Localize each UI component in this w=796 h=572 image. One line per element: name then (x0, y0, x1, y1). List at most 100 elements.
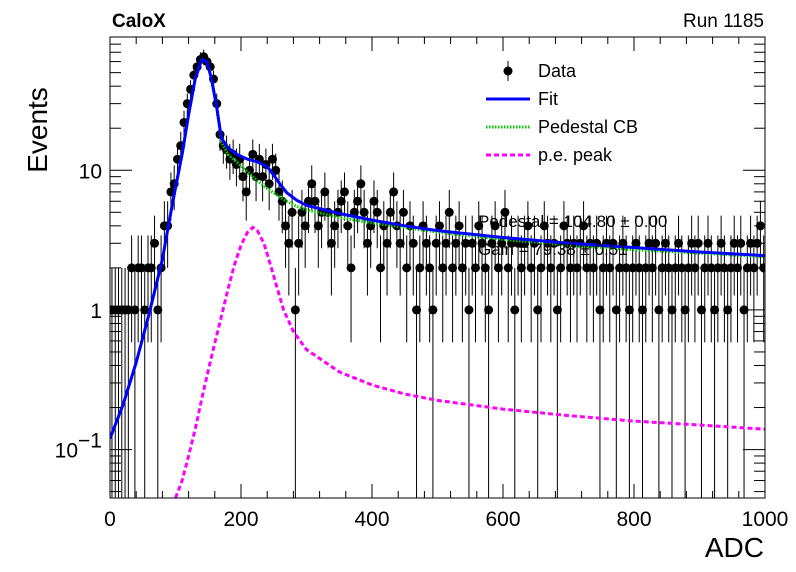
data-point (638, 305, 648, 315)
data-point (415, 263, 425, 273)
data-point (464, 305, 474, 315)
data-point (677, 263, 687, 273)
data-point (136, 263, 146, 273)
fit-text-line-1: Pedestal = 104.80 ± 0.00 (478, 212, 667, 231)
data-point (425, 263, 435, 273)
data-point (359, 207, 369, 217)
x-tick-label: 600 (485, 508, 520, 531)
y-tick-label: 1 (90, 300, 102, 323)
data-point (123, 305, 133, 315)
data-point (588, 263, 598, 273)
data-point (474, 221, 484, 231)
data-point (582, 263, 592, 273)
data-point (703, 238, 713, 248)
data-point (752, 238, 762, 248)
data-point (595, 305, 605, 315)
x-tick-label: 800 (616, 508, 651, 531)
data-point (647, 263, 657, 273)
data-point (516, 263, 526, 273)
data-point (713, 263, 723, 273)
data-point (487, 238, 497, 248)
data-point (500, 207, 510, 217)
data-point (736, 238, 746, 248)
curves (110, 57, 765, 498)
data-point (287, 207, 297, 217)
legend-entry-data: Data (503, 61, 577, 81)
data-point (140, 305, 150, 315)
data-point (313, 221, 323, 231)
data-point (674, 238, 684, 248)
data-point (605, 263, 615, 273)
data-point (402, 263, 412, 273)
data-point (493, 263, 503, 273)
data-point (680, 305, 690, 315)
data-point (497, 238, 507, 248)
data-point (353, 196, 363, 206)
data-point (451, 238, 461, 248)
data-point (297, 207, 307, 217)
data-point (634, 263, 644, 273)
data-point (641, 263, 651, 273)
data-point (330, 221, 340, 231)
data-point (657, 263, 667, 273)
data-point (687, 238, 697, 248)
data-point (408, 238, 418, 248)
data-point (579, 221, 589, 231)
data-point (398, 207, 408, 217)
data-point (660, 238, 670, 248)
data-point (621, 263, 631, 273)
data-point (300, 221, 310, 231)
data-point (523, 221, 533, 231)
data-point (565, 263, 575, 273)
data-point (130, 305, 140, 315)
data-point (294, 238, 304, 248)
data-point (290, 305, 300, 315)
legend-entry-fit: Fit (486, 89, 558, 109)
data-point (421, 238, 431, 248)
x-tick-label: 0 (104, 508, 116, 531)
data-point (526, 263, 536, 273)
data-point (559, 221, 569, 231)
data-point (284, 238, 294, 248)
data-point (690, 263, 700, 273)
plot-frame (109, 36, 766, 499)
data-point (628, 263, 638, 273)
data-point (326, 238, 336, 248)
data-point (490, 221, 500, 231)
data-point (454, 221, 464, 231)
data-point (732, 263, 742, 273)
data-point (372, 207, 382, 217)
data-point (726, 263, 736, 273)
data-point (146, 263, 156, 273)
data-point (477, 238, 487, 248)
data-point (320, 187, 330, 197)
data-point (670, 263, 680, 273)
data-point (552, 305, 562, 315)
data-point (746, 238, 756, 248)
pe-peak-curve (174, 225, 765, 498)
pedestal-curve (110, 57, 765, 440)
data-point (696, 305, 706, 315)
data-point (127, 263, 137, 273)
data-point (470, 263, 480, 273)
legend: Data Fit Pedestal CB p.e. peak (486, 61, 638, 165)
data-point (428, 305, 438, 315)
data-point (248, 149, 258, 159)
data-point (749, 263, 759, 273)
data-point (510, 305, 520, 315)
legend-label-pe: p.e. peak (538, 145, 613, 165)
data-point (153, 305, 163, 315)
data-point (723, 305, 733, 315)
data-point (267, 154, 277, 164)
data-point (533, 305, 543, 315)
fit-curve (110, 57, 765, 440)
data-point (362, 238, 372, 248)
data-point (245, 165, 255, 175)
fit-text-line-2: Gain = 79.38 ± 0.51 (478, 240, 628, 259)
data-point (241, 187, 251, 197)
data-point (759, 263, 765, 273)
data-point (572, 263, 582, 273)
data-point (467, 238, 477, 248)
legend-label-pedestal: Pedestal CB (538, 117, 638, 137)
